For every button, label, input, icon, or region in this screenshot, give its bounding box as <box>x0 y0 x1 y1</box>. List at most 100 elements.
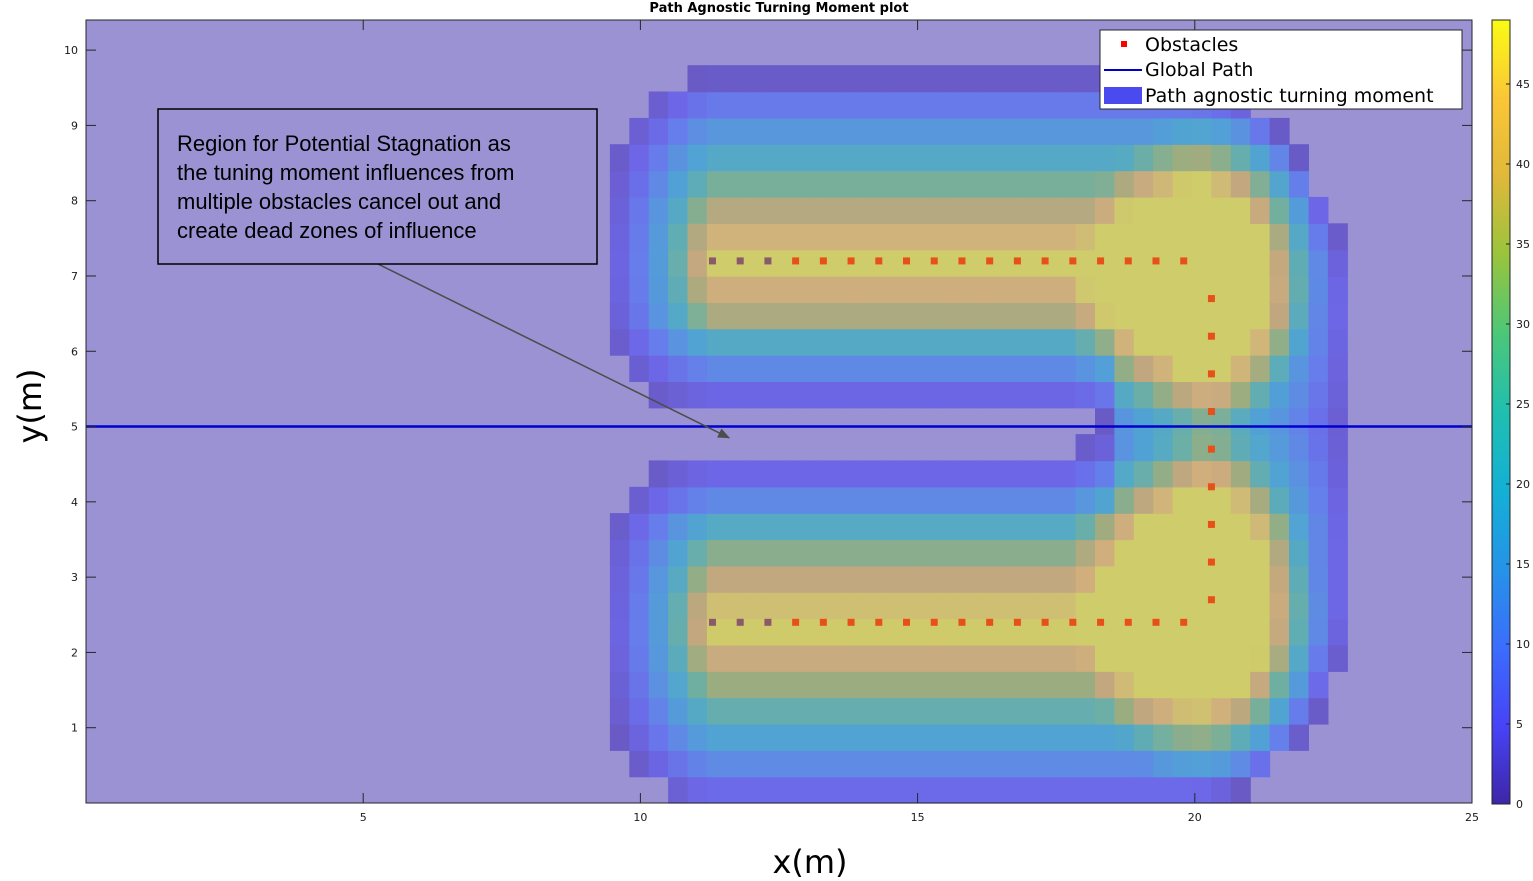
heatmap-cell <box>881 723 902 751</box>
heatmap-cell <box>629 276 650 303</box>
heatmap-cell <box>629 302 650 330</box>
heatmap-cell <box>765 117 786 145</box>
heatmap-cell <box>1095 249 1115 277</box>
obstacle-marker <box>1124 618 1132 626</box>
heatmap-cell <box>920 460 941 488</box>
heatmap-cell <box>978 91 999 119</box>
heatmap-cell <box>687 486 708 514</box>
heatmap-cell <box>1095 355 1115 382</box>
heatmap-cell <box>998 91 1018 119</box>
heatmap-cell <box>1114 460 1135 488</box>
heatmap-cell <box>1056 276 1077 303</box>
obstacle-marker <box>1207 295 1215 303</box>
obstacle-marker <box>1124 257 1132 265</box>
heatmap-cell <box>668 302 689 330</box>
heatmap-cell <box>823 170 844 198</box>
heatmap-cell <box>784 276 805 303</box>
y-tick-label: 4 <box>71 496 78 509</box>
heatmap-cell <box>920 65 941 93</box>
heatmap-cell <box>1075 697 1096 725</box>
heatmap-cell <box>803 355 824 382</box>
heatmap-cell <box>842 196 863 224</box>
obstacle-marker <box>1207 520 1215 528</box>
heatmap-cell <box>998 355 1018 382</box>
heatmap-cell <box>939 302 960 330</box>
heatmap-cell <box>726 65 747 93</box>
heatmap-cell <box>881 592 902 620</box>
heatmap-cell <box>1133 460 1154 488</box>
heatmap-cell <box>920 381 941 409</box>
heatmap-cell <box>726 302 747 330</box>
heatmap-cell <box>1133 328 1154 356</box>
obstacle-marker <box>1207 558 1215 566</box>
heatmap-cell <box>901 539 921 567</box>
heatmap-cell <box>1327 486 1348 514</box>
heatmap-cell <box>648 486 669 514</box>
heatmap-cell <box>1133 565 1154 593</box>
chart-title: Path Agnostic Turning Moment plot <box>649 1 908 16</box>
heatmap-cell <box>745 328 766 356</box>
heatmap-cell <box>1056 671 1077 699</box>
heatmap-cell <box>1017 618 1038 646</box>
heatmap-cell <box>648 539 669 567</box>
heatmap-cell <box>1230 381 1251 409</box>
heatmap-cell <box>978 723 999 751</box>
heatmap <box>86 20 1472 804</box>
heatmap-cell <box>726 144 747 172</box>
heatmap-cell <box>1308 592 1329 620</box>
heatmap-cell <box>1114 381 1135 409</box>
heatmap-cell <box>1250 697 1271 725</box>
heatmap-cell <box>745 196 766 224</box>
heatmap-cell <box>1153 460 1174 488</box>
heatmap-cell <box>1095 539 1115 567</box>
heatmap-cell <box>901 697 921 725</box>
heatmap-cell <box>959 302 980 330</box>
heatmap-cell <box>862 671 883 699</box>
heatmap-cell <box>765 144 786 172</box>
heatmap-cell <box>901 144 921 172</box>
heatmap-cell <box>706 170 727 198</box>
heatmap-cell <box>978 697 999 725</box>
heatmap-cell <box>803 328 824 356</box>
heatmap-cell <box>784 381 805 409</box>
heatmap-cell <box>1017 144 1038 172</box>
heatmap-cell <box>862 750 883 778</box>
heatmap-cell <box>823 381 844 409</box>
heatmap-cell <box>939 249 960 277</box>
heatmap-cell <box>726 196 747 224</box>
heatmap-cell <box>1192 513 1212 541</box>
obstacle-marker <box>903 257 911 265</box>
obstacle-marker <box>764 618 772 626</box>
heatmap-cell <box>978 223 999 251</box>
heatmap-cell <box>745 91 766 119</box>
heatmap-cell <box>823 355 844 382</box>
heatmap-cell <box>1327 302 1348 330</box>
heatmap-cell <box>862 486 883 514</box>
heatmap-cell <box>745 276 766 303</box>
heatmap-cell <box>1133 697 1154 725</box>
obstacle-marker <box>819 618 827 626</box>
heatmap-cell <box>1056 302 1077 330</box>
heatmap-cell <box>1172 276 1193 303</box>
heatmap-cell <box>687 276 708 303</box>
heatmap-cell <box>1269 302 1290 330</box>
heatmap-cell <box>745 381 766 409</box>
heatmap-cell <box>648 144 669 172</box>
heatmap-cell <box>881 750 902 778</box>
heatmap-cell <box>687 592 708 620</box>
heatmap-cell <box>1250 671 1271 699</box>
heatmap-cell <box>1172 592 1193 620</box>
heatmap-cell <box>706 750 727 778</box>
heatmap-cell <box>1327 644 1348 672</box>
heatmap-cell <box>842 91 863 119</box>
heatmap-cell <box>1172 223 1193 251</box>
obstacle-marker <box>1207 445 1215 453</box>
heatmap-cell <box>1211 513 1232 541</box>
heatmap-cell <box>1269 223 1290 251</box>
heatmap-cell <box>668 750 689 778</box>
obstacle-marker <box>847 257 855 265</box>
heatmap-cell <box>1289 223 1309 251</box>
heatmap-cell <box>1269 592 1290 620</box>
heatmap-cell <box>1075 381 1096 409</box>
